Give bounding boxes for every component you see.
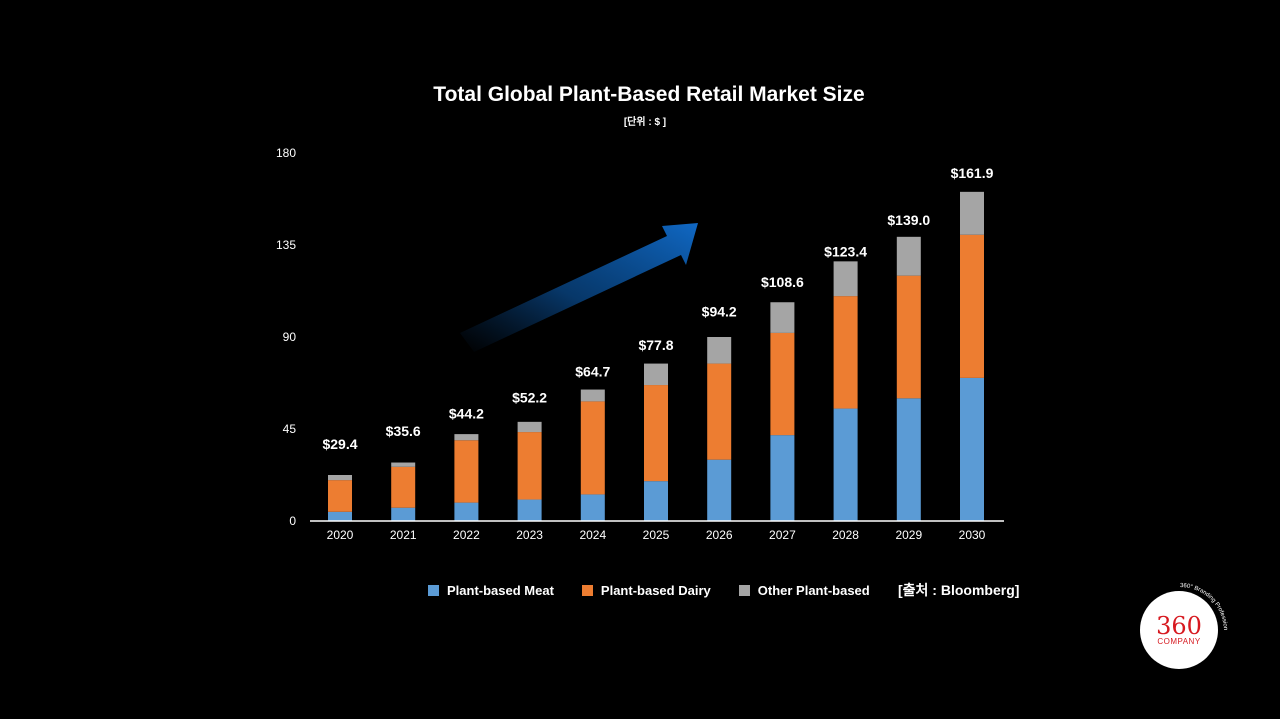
legend-swatch-other: [738, 584, 750, 596]
bar-segment-dairy-2023: [517, 432, 542, 500]
bar-segment-other-2027: [770, 302, 795, 333]
total-label-2028: $123.4: [824, 244, 867, 260]
x-tick-label-2030: 2030: [959, 528, 986, 542]
x-tick-label-2029: 2029: [895, 528, 922, 542]
bar-segment-other-2023: [517, 421, 542, 433]
x-tick-label-2022: 2022: [453, 528, 480, 542]
bar-segment-meat-2029: [896, 398, 921, 521]
bar-segment-dairy-2024: [580, 401, 605, 495]
legend-item-other: Other Plant-based: [738, 582, 870, 598]
source-note: [출처 : Bloomberg]: [898, 582, 1020, 598]
bar-segment-other-2024: [580, 389, 605, 402]
legend-label-other: Other Plant-based: [757, 582, 870, 598]
trend-arrow: [460, 223, 698, 352]
x-tick-label-2023: 2023: [516, 528, 543, 542]
total-label-2026: $94.2: [702, 303, 737, 319]
legend-item-meat: Plant-based Meat: [428, 583, 554, 598]
x-tick-label-2026: 2026: [706, 528, 733, 542]
total-label-2023: $52.2: [512, 389, 547, 405]
legend: Plant-based Meat Plant-based Dairy Other…: [428, 581, 898, 599]
bar-segment-meat-2020: [328, 511, 352, 521]
bar-segment-meat-2023: [517, 499, 542, 521]
bar-segment-dairy-2020: [328, 480, 352, 512]
y-tick-label: 45: [283, 422, 297, 436]
legend-item-dairy: Plant-based Dairy: [581, 582, 711, 598]
y-tick-label: 180: [276, 146, 296, 160]
y-tick-label: 90: [283, 330, 297, 344]
bar-segment-meat-2022: [454, 502, 479, 521]
y-tick-label: 0: [289, 514, 296, 528]
bar-segment-other-2025: [644, 363, 668, 386]
chart-subtitle: [단위 : $ ]: [623, 117, 667, 128]
total-label-2030: $161.9: [951, 165, 994, 181]
bar-segment-dairy-2030: [960, 234, 984, 378]
x-tick-label-2020: 2020: [327, 528, 354, 542]
bar-segment-dairy-2022: [454, 440, 479, 503]
bar-segment-other-2021: [391, 462, 416, 467]
bar-segment-meat-2030: [960, 377, 984, 521]
total-label-2025: $77.8: [638, 337, 673, 353]
legend-label-dairy: Plant-based Dairy: [600, 582, 711, 598]
legend-label-meat: Plant-based Meat: [447, 582, 554, 598]
bar-segment-other-2026: [707, 337, 732, 364]
bar-segment-dairy-2027: [770, 332, 795, 436]
x-tick-label-2025: 2025: [643, 528, 670, 542]
y-tick-label: 135: [276, 238, 296, 252]
bar-segment-dairy-2026: [707, 363, 732, 460]
legend-swatch-meat: [428, 584, 439, 596]
bar-segment-meat-2028: [833, 408, 858, 521]
x-tick-label-2028: 2028: [832, 528, 859, 542]
total-label-2027: $108.6: [761, 274, 804, 290]
bar-segment-meat-2024: [580, 494, 605, 521]
bar-segment-dairy-2029: [896, 275, 921, 399]
x-tick-label-2027: 2027: [769, 528, 796, 542]
total-label-2022: $44.2: [449, 406, 484, 422]
legend-swatch-dairy: [581, 584, 593, 596]
bar-segment-other-2028: [833, 261, 858, 297]
bar-segment-dairy-2021: [391, 466, 416, 508]
company-logo: 360 COMPANY: [1140, 591, 1218, 669]
bar-segment-meat-2026: [707, 459, 732, 521]
logo-number: 360: [1156, 611, 1202, 640]
x-tick-label-2024: 2024: [579, 528, 606, 542]
bar-segment-meat-2025: [644, 481, 668, 521]
bar-segment-other-2030: [960, 191, 984, 235]
bar-segment-meat-2027: [770, 435, 795, 521]
logo-word: COMPANY: [1157, 636, 1201, 646]
total-label-2021: $35.6: [386, 423, 421, 439]
total-label-2020: $29.4: [322, 436, 357, 452]
bar-segment-dairy-2028: [833, 296, 858, 409]
x-tick-label-2021: 2021: [390, 528, 417, 542]
chart-title: Total Global Plant-Based Retail Market S…: [433, 83, 865, 106]
bar-segment-dairy-2025: [644, 385, 668, 482]
bar-segment-other-2029: [896, 236, 921, 276]
bar-segment-other-2020: [328, 475, 352, 481]
total-label-2024: $64.7: [575, 364, 610, 380]
bar-segment-other-2022: [454, 434, 479, 441]
total-label-2029: $139.0: [887, 212, 930, 228]
bar-segment-meat-2021: [391, 507, 416, 521]
